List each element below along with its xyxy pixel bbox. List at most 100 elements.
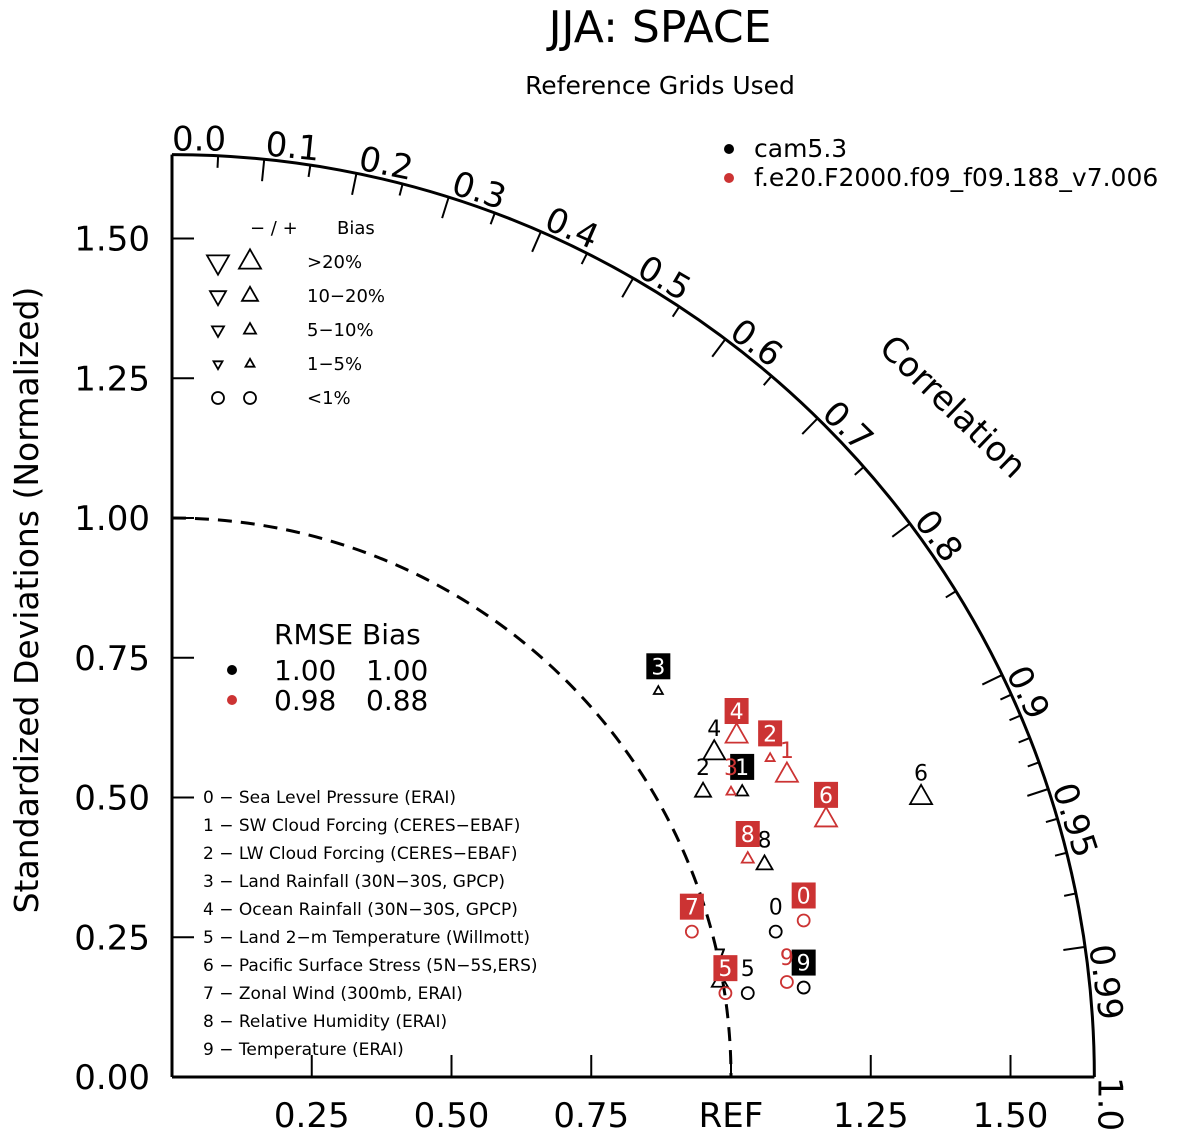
correlation-tick-mark (1027, 788, 1049, 797)
bias-legend-sign: − / + (250, 218, 298, 239)
stats-legend: RMSE Bias 1.00 1.00 0.98 0.88 (227, 618, 428, 717)
data-point-marker (754, 853, 775, 871)
series-legend: cam5.3 f.e20.F2000.f09_f09.188_v7.006 (724, 134, 1158, 192)
data-point-marker (718, 986, 733, 1001)
bias-legend-plus-marker (242, 321, 258, 335)
correlation-label: Correlation (871, 328, 1034, 487)
variable-list-item: 6 − Pacific Surface Stress (5N−5S,ERS) (203, 956, 538, 976)
legend-label-cam5: cam5.3 (754, 134, 847, 163)
bias-legend-minus-marker (211, 360, 225, 371)
correlation-tick-label: 0.3 (447, 164, 511, 218)
data-point-marker (780, 975, 794, 989)
correlation-tick-mark (351, 173, 358, 196)
bias-legend-range: 10−20% (307, 286, 385, 307)
data-point-label: 7 (685, 896, 699, 921)
bias-legend-rows: >20% 10−20% 5−10% 1−5% <1% (205, 247, 385, 409)
data-point-marker (796, 913, 811, 928)
legend-label-f-e20: f.e20.F2000.f09_f09.188_v7.006 (754, 163, 1158, 192)
y-tick-label: 1.50 (74, 220, 150, 260)
variable-list: 0 − Sea Level Pressure (ERAI) 1 − SW Clou… (203, 788, 538, 1060)
variable-list-item: 8 − Relative Humidity (ERAI) (203, 1012, 447, 1032)
data-point-label: 0 (769, 896, 783, 921)
data-point-label: 9 (780, 946, 794, 971)
data-point-marker (740, 986, 755, 1001)
x-tick-label: 0.75 (553, 1096, 629, 1135)
bias-legend-range: 5−10% (307, 320, 374, 341)
correlation-minor-tick (1018, 737, 1031, 744)
correlation-minor-tick (945, 590, 957, 599)
stats-bias-cam5: 1.00 (366, 654, 428, 687)
stats-header: RMSE Bias (274, 618, 421, 651)
y-axis-label: Standardized Deviations (Normalized) (7, 287, 46, 914)
data-point-label: 6 (819, 784, 833, 809)
correlation-tick-label: 0.0 (172, 120, 226, 160)
bias-legend-minus-marker (210, 325, 226, 339)
correlation-tick-label: 0.6 (722, 311, 789, 375)
correlation-minor-tick (762, 375, 773, 386)
data-point-marker (764, 751, 777, 762)
correlation-tick-mark (261, 159, 266, 182)
data-point-marker (908, 783, 934, 805)
bias-legend-title: Bias (337, 218, 375, 239)
outer-arc (171, 153, 1096, 1078)
y-tick-label: 0.25 (74, 918, 150, 958)
data-point-label: 3 (724, 756, 738, 781)
stats-dot-f-e20 (227, 695, 237, 705)
data-point-label: 2 (763, 722, 777, 747)
x-tick-label: 0.25 (274, 1096, 350, 1135)
correlation-tick-mark (801, 417, 819, 435)
variable-list-item: 7 − Zonal Wind (300mb, ERAI) (203, 984, 463, 1004)
data-points: 01234567890123456789 (646, 653, 934, 1001)
data-point-marker (724, 721, 750, 744)
ref-label: REF (699, 1096, 764, 1135)
axes-group: 0.000.250.500.751.001.251.500.25 0.50 0.75… (74, 153, 1096, 1135)
variable-list-item: 0 − Sea Level Pressure (ERAI) (203, 788, 456, 808)
bias-legend-minus-marker (208, 290, 228, 308)
bias-legend-range: <1% (307, 388, 351, 409)
correlation-tick-label: 0.7 (814, 393, 881, 459)
correlation-tick-mark (1063, 945, 1086, 951)
data-point-label: 5 (718, 957, 732, 982)
correlation-minor-tick (1027, 761, 1040, 768)
y-tick-label: 0.50 (74, 779, 150, 819)
chart-subtitle: Reference Grids Used (525, 71, 795, 100)
correlation-minor-tick (1009, 714, 1021, 722)
correlation-tick-mark (441, 196, 450, 219)
x-tick-label: 1.25 (833, 1096, 909, 1135)
data-point-label-box (814, 781, 839, 808)
stats-dot-cam5 (227, 665, 237, 675)
data-point-label: 9 (797, 952, 811, 977)
data-point-marker (813, 805, 839, 828)
correlation-tick-label: 0.5 (631, 248, 698, 310)
data-point-label-box (646, 653, 671, 680)
data-point-marker (701, 738, 727, 761)
variable-list-item: 3 − Land Rainfall (30N−30S, GPCP) (203, 872, 505, 892)
correlation-tick-label: 0.99 (1080, 942, 1130, 1023)
bias-legend-minus-marker (211, 391, 225, 405)
bias-legend-plus-marker (240, 284, 260, 302)
data-point-label-box (791, 882, 816, 909)
data-point-label: 3 (651, 655, 665, 680)
correlation-tick-mark (891, 522, 911, 538)
y-tick-label: 0.00 (74, 1058, 150, 1098)
reference-arc (171, 516, 733, 1078)
correlation-minor-tick (489, 212, 496, 225)
y-tick-label: 1.00 (74, 499, 150, 539)
correlation-tick-mark (711, 338, 727, 358)
bias-legend: − / + Bias >20% 10−20% 5−10% 1−5% <1% (205, 218, 385, 409)
data-point-marker (796, 980, 811, 995)
bias-legend-plus-marker (243, 357, 257, 368)
data-point-label: 4 (707, 717, 721, 742)
correlation-minor-tick (671, 306, 681, 318)
stats-bias-f-e20: 0.88 (366, 684, 428, 717)
stats-rmse-cam5: 1.00 (274, 654, 336, 687)
chart-title: JJA: SPACE (546, 2, 772, 53)
data-point-marker (652, 684, 665, 695)
legend-dot-cam5 (724, 144, 734, 154)
correlation-minor-tick (216, 155, 220, 168)
data-point-label-box (791, 949, 816, 976)
data-point-label: 1 (735, 756, 749, 781)
correlation-tick-mark (531, 231, 542, 253)
correlation-tick-label: 0.9 (998, 660, 1058, 726)
data-point-marker (774, 760, 800, 783)
